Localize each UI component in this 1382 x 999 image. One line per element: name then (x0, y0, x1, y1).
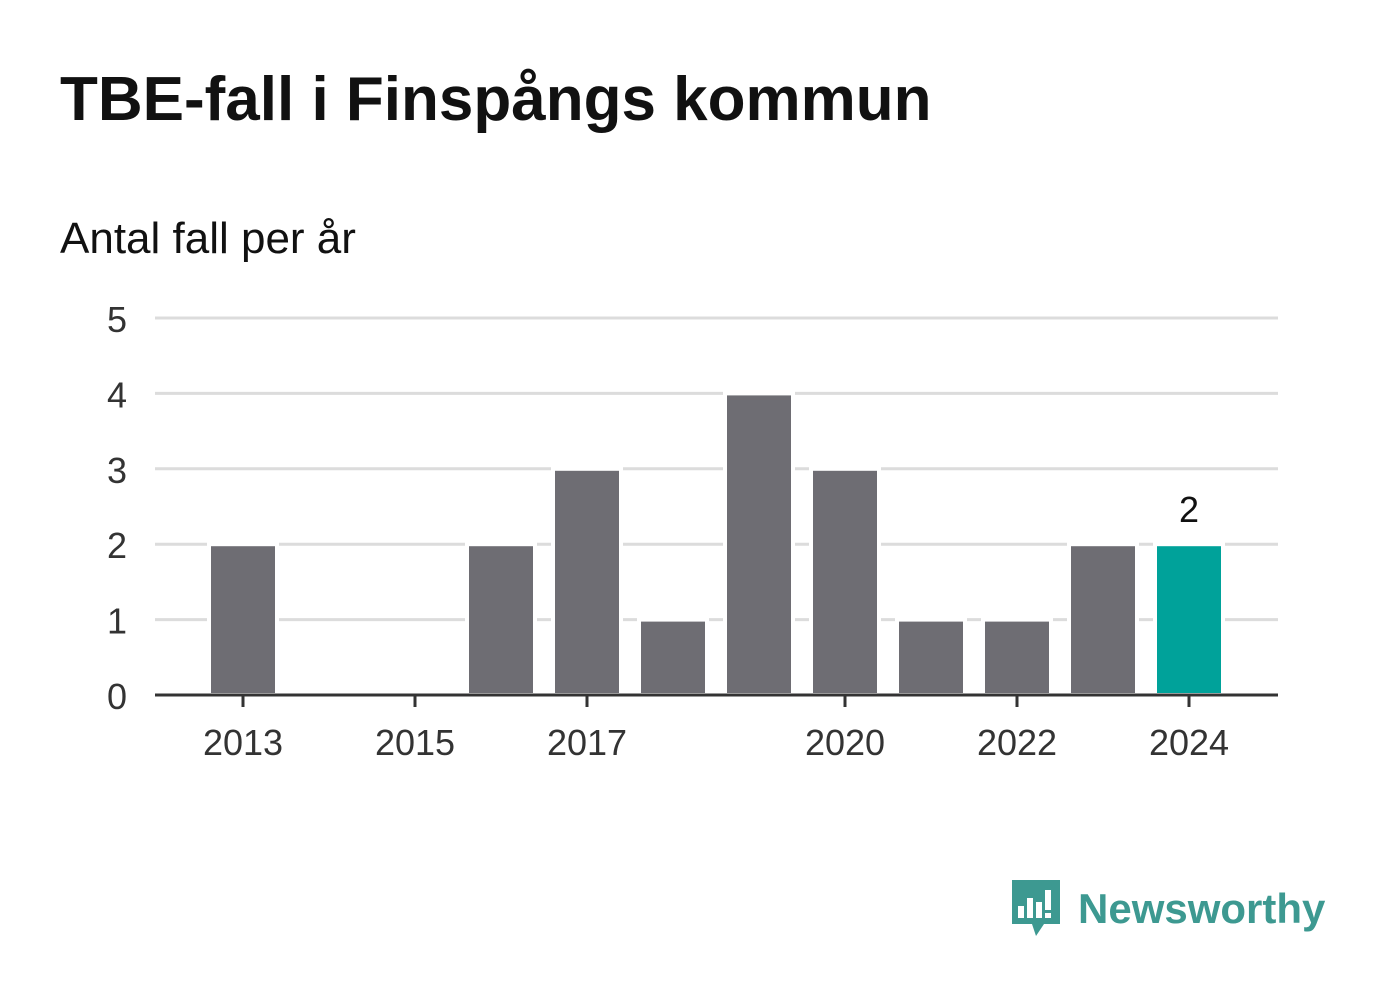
data-label: 2 (1179, 489, 1199, 530)
brand-name: Newsworthy (1078, 885, 1326, 932)
bar (551, 466, 623, 697)
x-tick-label: 2024 (1149, 722, 1229, 763)
bar (207, 542, 279, 698)
x-tick-label: 2013 (203, 722, 283, 763)
y-tick-label: 4 (107, 374, 127, 415)
y-tick-label: 5 (107, 299, 127, 340)
bar (981, 617, 1053, 697)
x-tick-label: 2020 (805, 722, 885, 763)
chart-subtitle: Antal fall per år (60, 214, 356, 263)
bar (637, 617, 709, 697)
bar (723, 391, 795, 697)
bar (1067, 542, 1139, 698)
y-tick-label: 3 (107, 450, 127, 491)
bar (895, 617, 967, 697)
chart-title: TBE-fall i Finspångs kommun (60, 65, 932, 134)
y-tick-label: 2 (107, 525, 127, 566)
x-tick-label: 2017 (547, 722, 627, 763)
newsworthy-logo-icon (1012, 880, 1060, 936)
y-tick-label: 0 (107, 676, 127, 717)
x-tick-label: 2022 (977, 722, 1057, 763)
x-tick-label: 2015 (375, 722, 455, 763)
bar (1153, 542, 1225, 698)
brand-logo: Newsworthy (1010, 878, 1325, 940)
y-tick-label: 1 (107, 601, 127, 642)
bar (465, 542, 537, 698)
bar (809, 466, 881, 697)
